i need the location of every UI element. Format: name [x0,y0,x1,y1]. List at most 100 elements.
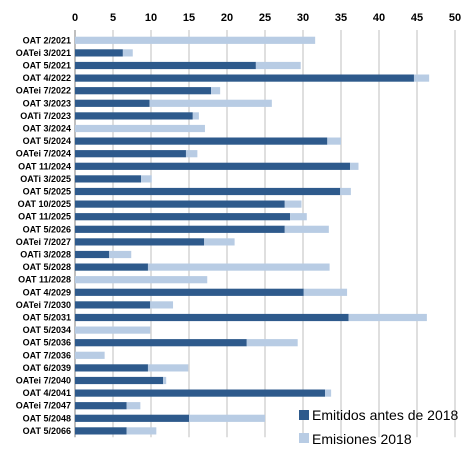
bar-emisiones [192,112,199,120]
x-tick-label: 5 [110,12,116,24]
bar-emisiones [75,276,208,284]
category-label: OAT 4/2029 [23,287,71,297]
bar-emitidos [75,402,127,410]
legend-label-emitidos: Emitidos antes de 2018 [312,407,459,423]
bar-emisiones [109,250,132,259]
bar-emitidos [75,49,123,57]
bar-emisiones [290,213,307,221]
bar-emitidos [75,213,291,221]
bar-emitidos [75,187,341,196]
category-label: OAT 11/2028 [18,275,71,285]
bar-emisiones [284,200,302,208]
bar-emisiones [185,150,198,158]
bar-emisiones [149,99,272,107]
category-label: OAT 5/2028 [23,262,71,272]
bar-emisiones [163,376,167,385]
bar-emisiones [327,137,341,145]
bar-emisiones [189,414,265,422]
bar-emisiones [284,225,329,233]
bar-emisiones [325,389,332,397]
category-label: OAT 5/2034 [23,325,71,335]
bar-emisiones [255,61,301,70]
bar-emisiones [246,339,298,347]
category-label: OAT 6/2039 [23,363,71,373]
bar-emisiones [340,187,351,196]
category-label: OATi 3/2025 [20,174,71,184]
bar-emitidos [75,238,205,246]
category-label: OATi 7/2023 [20,111,71,121]
bar-emitidos [75,427,127,435]
bar-emisiones [204,238,235,246]
bar-emitidos [75,313,349,322]
category-label: OAT 5/2066 [23,426,71,436]
bar-emitidos [75,137,328,145]
category-label: OAT 3/2023 [23,98,71,108]
bar-emisiones [75,351,105,359]
x-tick-label: 45 [411,12,423,24]
legend-swatch-emisiones [299,433,309,443]
category-label: OAT 5/2036 [23,338,71,348]
bar-emitidos [75,339,247,347]
bar-emitidos [75,414,189,422]
bar-emitidos [75,288,304,296]
bar-emitidos [75,364,148,372]
category-label: OAT 4/2022 [23,73,71,83]
category-label: OAT 5/2025 [23,187,71,197]
x-axis-ticks: 0 5 10 15 20 25 30 35 40 45 50 [72,12,461,24]
bar-emitidos [75,175,142,183]
x-tick-label: 35 [335,12,347,24]
category-label: OAT 10/2025 [18,199,71,209]
category-labels: OAT 2/2021 OATei 3/2021 OAT 5/2021 OAT 4/20… [16,35,71,436]
bar-emisiones [122,49,133,57]
category-label: OAT 3/2024 [23,124,71,134]
bar-emisiones [303,288,348,296]
bar-emitidos [75,61,256,70]
category-label: OAT 11/2024 [18,161,71,171]
bar-emitidos [75,87,212,95]
legend-swatch-emitidos [299,410,309,420]
category-label: OATei 7/2040 [16,376,71,386]
category-label: OATei 7/2027 [16,237,71,247]
legend-label-emisiones: Emisiones 2018 [312,431,412,447]
bar-emitidos [75,200,285,208]
category-label: OATei 7/2022 [16,86,71,96]
category-label: OAT 5/2031 [23,313,71,323]
legend: Emitidos antes de 2018 Emisiones 2018 [299,407,459,447]
x-tick-label: 20 [221,12,233,24]
category-label: OATei 7/2030 [16,300,71,310]
category-label: OAT 7/2036 [23,350,71,360]
bar-emitidos [75,74,414,82]
category-label: OAT 5/2048 [23,413,71,423]
x-tick-label: 50 [449,12,461,24]
bar-emisiones [126,402,141,410]
bar-emisiones [147,364,189,372]
bar-emitidos [75,150,186,158]
category-label: OAT 5/2021 [23,61,71,71]
bars [75,36,430,435]
bar-emitidos [75,263,148,271]
bar-emitidos [75,99,150,107]
category-label: OAT 2/2021 [23,35,71,45]
bar-emisiones [147,263,330,271]
bar-emitidos [75,225,285,233]
bar-emisiones [126,427,157,435]
bar-emisiones [75,36,316,44]
bar-emitidos [75,112,193,120]
bar-emitidos [75,376,164,385]
category-label: OAT 5/2026 [23,224,71,234]
bar-emisiones [75,326,151,334]
bar-emisiones [141,175,152,183]
bar-emitidos [75,250,110,259]
bar-emisiones [350,162,359,170]
category-label: OAT 5/2024 [23,136,71,146]
category-label: OATi 3/2028 [20,250,71,260]
x-tick-label: 0 [72,12,78,24]
x-tick-label: 25 [259,12,271,24]
x-tick-label: 40 [373,12,385,24]
category-label: OAT 4/2041 [23,388,71,398]
bar-emitidos [75,389,326,397]
bar-emisiones [211,87,221,95]
category-label: OATei 3/2021 [16,48,71,58]
x-tick-label: 10 [145,12,157,24]
